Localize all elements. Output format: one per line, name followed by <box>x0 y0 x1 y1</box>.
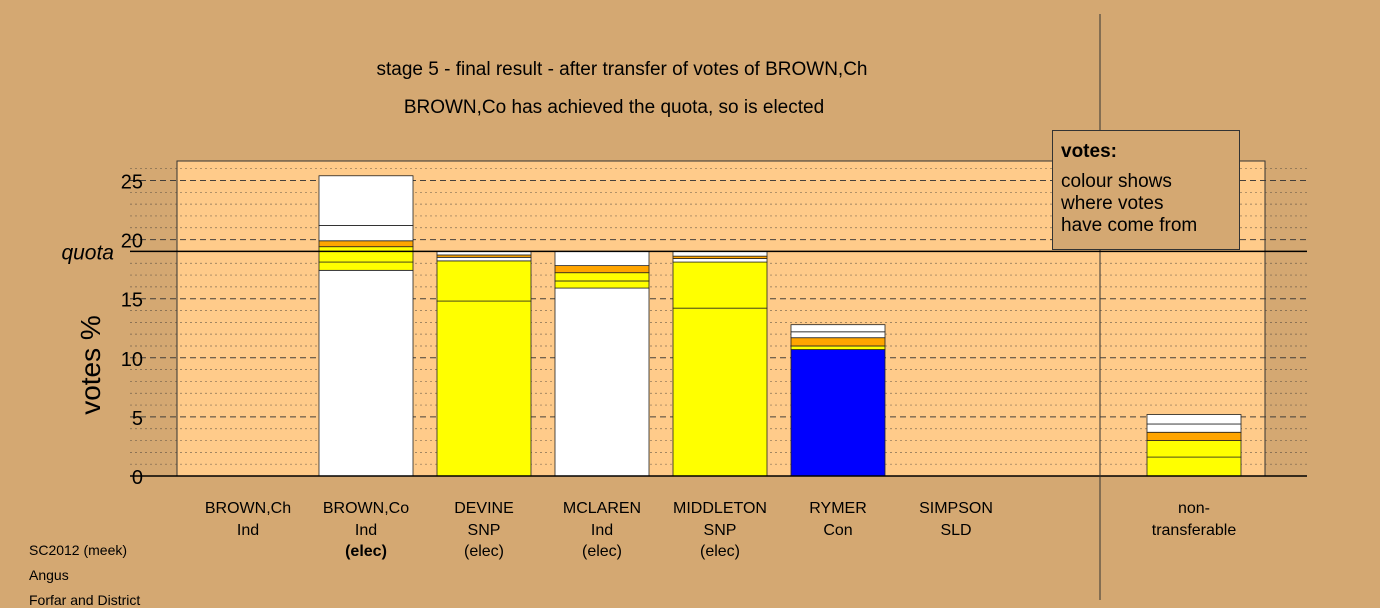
candidate-party: Ind <box>591 522 613 539</box>
bar-stack-brown-co <box>318 175 414 477</box>
legend-title: votes: <box>1061 141 1117 162</box>
x-category-labels: BROWN,Ch Ind BROWN,Co Ind (elec) DEVINE SNP (el… <box>205 500 1236 560</box>
y-axis-label: votes % <box>75 315 106 415</box>
bar-segment <box>436 300 532 477</box>
bar-segment <box>436 256 532 262</box>
candidate-status: (elec) <box>345 543 387 560</box>
nontransferable-label-1: non- <box>1178 500 1210 517</box>
bar-segment <box>554 265 650 274</box>
bar-segment <box>318 261 414 271</box>
footer-line-3: Forfar and District <box>29 592 141 608</box>
quota-label: quota <box>61 241 114 264</box>
bar-segment <box>1146 440 1242 458</box>
legend-line-3: have come from <box>1061 215 1198 236</box>
candidate-name: MCLAREN <box>563 500 641 517</box>
candidate-name: BROWN,Co <box>323 500 409 517</box>
y-tick-label: 15 <box>121 290 143 312</box>
footer-line-2: Angus <box>29 567 69 583</box>
bar-segment <box>672 307 768 477</box>
bar-segment <box>318 225 414 242</box>
bar-segment <box>318 251 414 263</box>
bar-segment <box>554 272 650 282</box>
candidate-status: (elec) <box>700 543 740 560</box>
legend-line-2: where votes <box>1061 193 1164 214</box>
bar-segment <box>554 251 650 267</box>
bar-stack-rymer <box>790 324 886 477</box>
bar-stack-nontransferable <box>1146 414 1242 477</box>
y-tick-label: 10 <box>121 349 143 371</box>
bar-segment <box>790 345 886 350</box>
bar-segment <box>318 269 414 477</box>
bar-segment <box>554 287 650 477</box>
legend: votes: colour shows where votes have com… <box>1052 130 1240 250</box>
bar-segment <box>672 258 768 263</box>
bar-segment <box>554 280 650 289</box>
candidate-status: (elec) <box>582 543 622 560</box>
candidate-party: SNP <box>704 522 737 539</box>
y-tick-label: 0 <box>132 467 143 489</box>
chart-subtitle: BROWN,Co has achieved the quota, so is e… <box>404 97 824 118</box>
bar-segment <box>790 349 886 477</box>
candidate-status: (elec) <box>464 543 504 560</box>
nontransferable-label-2: transferable <box>1152 522 1237 539</box>
legend-line-1: colour shows <box>1061 171 1172 192</box>
candidate-party: SNP <box>468 522 501 539</box>
y-tick-label: 25 <box>121 172 143 194</box>
bar-segment <box>672 261 768 309</box>
candidate-party: SLD <box>940 522 971 539</box>
bar-segment <box>1146 414 1242 425</box>
bar-stack-mclaren <box>554 251 650 477</box>
candidate-party: Ind <box>355 522 377 539</box>
footer-line-1: SC2012 (meek) <box>29 542 128 558</box>
candidate-name: DEVINE <box>454 500 514 517</box>
bar-segment <box>790 331 886 339</box>
bar-segment <box>790 324 886 333</box>
bar-segment <box>1146 423 1242 433</box>
candidate-name: BROWN,Ch <box>205 500 291 517</box>
candidate-name: SIMPSON <box>919 500 993 517</box>
bar-segment <box>436 260 532 302</box>
bar-segment <box>1146 431 1242 441</box>
candidate-party: Con <box>823 522 852 539</box>
bar-segment <box>1146 456 1242 477</box>
candidate-name: RYMER <box>809 500 867 517</box>
bar-stack-middleton <box>672 251 768 477</box>
bar-segment <box>318 240 414 248</box>
bar-groups <box>318 175 1242 477</box>
y-tick-label: 5 <box>132 408 143 430</box>
bar-segment <box>318 175 414 226</box>
chart-title: stage 5 - final result - after transfer … <box>376 59 867 80</box>
candidate-name: MIDDLETON <box>673 500 767 517</box>
bar-stack-devine <box>436 251 532 477</box>
candidate-party: Ind <box>237 522 259 539</box>
y-tick-label: 20 <box>121 231 143 253</box>
bar-segment <box>790 337 886 347</box>
y-tick-labels: 0 5 10 15 20 25 <box>121 172 143 490</box>
